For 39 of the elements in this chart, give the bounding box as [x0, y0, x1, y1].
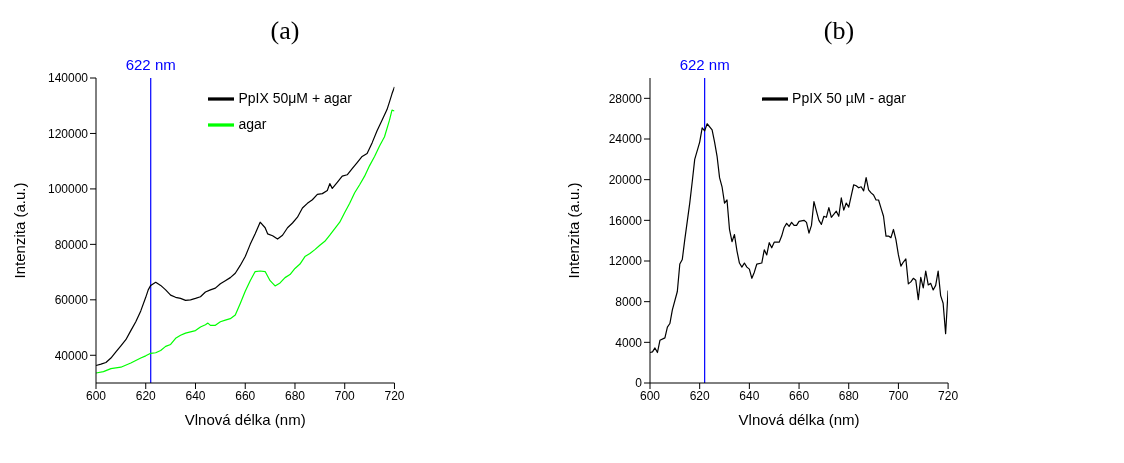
- x-axis-title: Vlnová délka (nm): [738, 411, 860, 428]
- chart-title: (a): [269, 16, 301, 46]
- x-tick-label: 680: [284, 388, 306, 403]
- y-tick-label: 12000: [608, 254, 643, 269]
- y-tick-label: 80000: [54, 237, 89, 252]
- x-tick-label: 620: [689, 388, 711, 403]
- y-tick-label: 20000: [608, 172, 643, 187]
- y-tick-label: 40000: [54, 348, 89, 363]
- x-tick-label: 600: [639, 388, 661, 403]
- y-axis-title: Intenzita (a.u.): [565, 182, 583, 279]
- x-tick-label: 640: [185, 388, 206, 403]
- y-axis-title: Intenzita (a.u.): [11, 182, 29, 279]
- ref-line-label: 622 nm: [679, 56, 730, 73]
- x-tick-label: 640: [739, 388, 760, 403]
- y-tick-label: 140000: [47, 71, 89, 86]
- y-tick-label: 0: [635, 376, 643, 391]
- x-tick-label: 700: [334, 388, 356, 403]
- legend-label: agar: [238, 115, 267, 132]
- y-tick-label: 4000: [615, 335, 643, 350]
- y-tick-label: 16000: [608, 213, 643, 228]
- x-tick-label: 660: [789, 388, 810, 403]
- x-tick-label: 600: [85, 388, 107, 403]
- x-tick-label: 720: [384, 388, 405, 403]
- chart-title: (b): [822, 16, 856, 46]
- x-tick-label: 660: [235, 388, 256, 403]
- y-tick-label: 100000: [47, 182, 89, 197]
- y-tick-label: 120000: [47, 126, 89, 141]
- x-tick-label: 620: [135, 388, 157, 403]
- y-tick-label: 8000: [615, 294, 643, 309]
- x-tick-label: 720: [938, 388, 959, 403]
- x-axis-title: Vlnová délka (nm): [184, 411, 306, 428]
- legend-label: PpIX 50μM + agar: [238, 89, 352, 106]
- x-tick-label: 700: [888, 388, 909, 403]
- legend-label: PpIX 50 µM - agar: [792, 89, 906, 106]
- y-tick-label: 60000: [54, 293, 89, 308]
- ref-line-label: 622 nm: [125, 56, 176, 73]
- x-tick-label: 680: [838, 388, 860, 403]
- y-tick-label: 24000: [608, 132, 643, 147]
- y-tick-label: 28000: [608, 91, 643, 106]
